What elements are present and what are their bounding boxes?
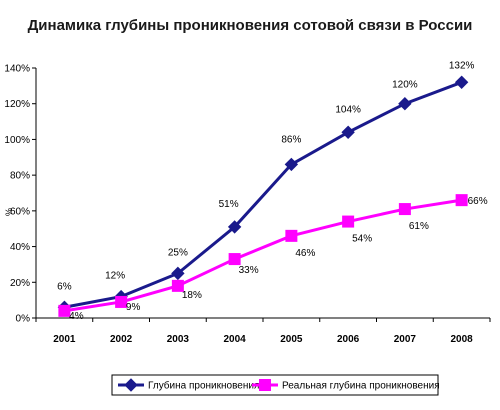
data-point-real-penetration (171, 279, 184, 292)
data-point-real-penetration (58, 304, 71, 317)
x-tick-label: 2003 (167, 334, 190, 345)
data-point-real-penetration (228, 253, 241, 266)
legend-swatch-marker (259, 379, 271, 391)
y-tick-label: 40% (10, 242, 30, 253)
data-label-penetration: 12% (105, 271, 125, 282)
data-point-real-penetration (285, 229, 298, 242)
y-axis-label: % (4, 208, 14, 216)
data-point-real-penetration (398, 203, 411, 216)
legend-swatch-marker (124, 378, 138, 392)
data-label-penetration: 120% (392, 80, 418, 91)
data-label-penetration: 6% (57, 281, 72, 292)
data-point-real-penetration (342, 215, 355, 228)
data-label-real-penetration: 66% (468, 196, 488, 207)
y-tick-label: 120% (4, 99, 30, 110)
legend: Глубина проникновения Реальная глубина пр… (111, 374, 440, 396)
y-tick-label: 100% (4, 135, 30, 146)
y-tick-label: 20% (10, 278, 30, 289)
data-label-real-penetration: 9% (126, 302, 141, 313)
data-label-penetration: 132% (449, 60, 475, 71)
data-label-real-penetration: 4% (69, 311, 84, 322)
plot-area: 0% 20% 40% 60% 80% 100% 120% 140% 2001 2002 2003 20… (4, 60, 491, 345)
data-label-real-penetration: 18% (182, 290, 202, 301)
data-point-penetration (341, 125, 355, 139)
legend-entry-label: Реальная глубина проникновения (282, 380, 440, 392)
chart-title: Динамика глубины проникновения сотовой с… (28, 17, 473, 34)
data-point-penetration (227, 220, 242, 234)
data-point-penetration (398, 97, 412, 111)
data-point-real-penetration (455, 194, 468, 207)
data-point-penetration (171, 266, 185, 281)
data-label-penetration: 104% (335, 104, 361, 115)
data-point-penetration (284, 157, 299, 172)
data-point-penetration (454, 75, 469, 89)
data-label-penetration: 86% (281, 134, 301, 145)
series-line-real-penetration (64, 198, 462, 313)
data-point-real-penetration (115, 295, 128, 308)
data-label-real-penetration: 33% (239, 265, 259, 276)
x-tick-label: 2004 (224, 334, 247, 345)
y-tick-label: 80% (10, 171, 30, 182)
x-tick-label: 2002 (110, 334, 133, 345)
series-line-penetration (64, 80, 463, 309)
data-label-real-penetration: 61% (409, 221, 429, 232)
y-tick-label: 60% (10, 206, 30, 217)
x-tick-label: 2006 (337, 334, 360, 345)
y-tick-label: 0% (16, 314, 31, 325)
data-label-penetration: 25% (168, 247, 188, 258)
data-label-penetration: 51% (219, 199, 239, 210)
data-label-real-penetration: 46% (295, 248, 315, 259)
x-tick-label: 2008 (451, 334, 474, 345)
data-label-real-penetration: 54% (352, 234, 372, 245)
y-tick-label: 140% (4, 64, 30, 75)
x-tick-label: 2007 (394, 334, 417, 345)
legend-entry-label: Глубина проникновения (148, 380, 259, 392)
x-tick-label: 2005 (280, 334, 303, 345)
x-tick-label: 2001 (53, 334, 76, 345)
